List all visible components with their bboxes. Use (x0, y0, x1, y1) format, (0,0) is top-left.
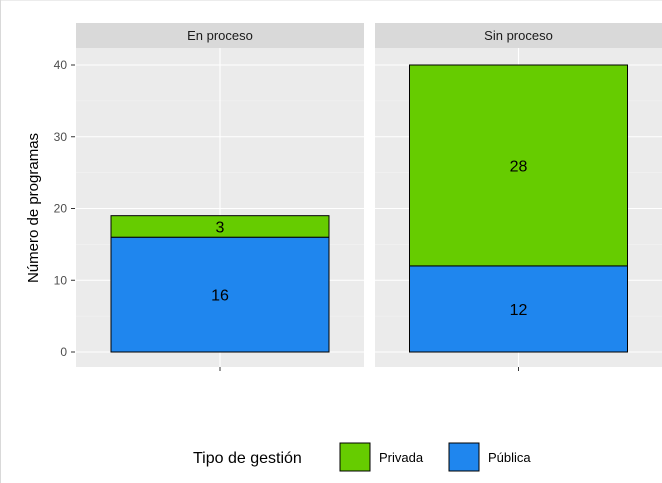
y-tick-label: 40 (54, 58, 68, 72)
y-tick-label: 30 (54, 130, 68, 144)
y-tick-label: 10 (54, 273, 68, 287)
legend-swatch (448, 442, 480, 472)
y-tick-label: 0 (60, 345, 67, 359)
legend-swatch (339, 442, 371, 472)
facet-strip (375, 23, 662, 48)
bar-segment (110, 236, 330, 353)
bar-segment (409, 265, 628, 353)
facet-strip (76, 23, 364, 48)
legend-label: Pública (488, 450, 531, 465)
legend-title: Tipo de gestión (193, 450, 302, 467)
facet-strip-label: Sin proceso (484, 28, 553, 43)
y-tick-label: 20 (54, 202, 68, 216)
bar-value-label: 12 (510, 302, 528, 319)
bar-segment (409, 64, 628, 267)
y-axis-title: Número de programas (25, 133, 42, 283)
facet-strip-label: En proceso (187, 28, 253, 43)
legend-label: Privada (379, 450, 424, 465)
bar-value-label: 3 (216, 219, 225, 236)
bar-value-label: 16 (211, 288, 229, 305)
bar-segment (110, 215, 330, 238)
bar-value-label: 28 (510, 158, 528, 175)
